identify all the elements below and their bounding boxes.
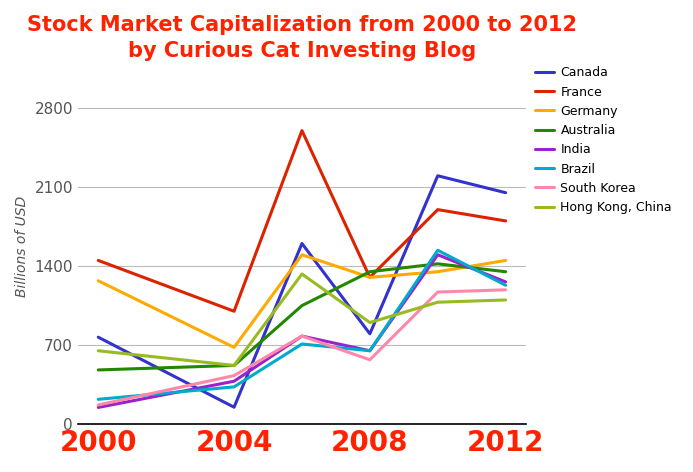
Hong Kong, China: [502, 297, 510, 303]
Brazil: [230, 384, 238, 390]
Line: Germany: Germany: [98, 255, 506, 347]
Germany: [298, 252, 306, 258]
Germany: [230, 345, 238, 350]
South Korea: [94, 402, 103, 408]
Legend: Canada, France, Germany, Australia, India, Brazil, South Korea, Hong Kong, China: Canada, France, Germany, Australia, Indi…: [530, 61, 677, 219]
Germany: [94, 278, 103, 284]
Australia: [298, 303, 306, 308]
France: [502, 218, 510, 224]
India: [230, 379, 238, 384]
France: [94, 258, 103, 263]
Title: Stock Market Capitalization from 2000 to 2012
by Curious Cat Investing Blog: Stock Market Capitalization from 2000 to…: [27, 15, 577, 61]
Canada: [298, 241, 306, 246]
South Korea: [502, 287, 510, 293]
Line: India: India: [98, 255, 506, 407]
Australia: [230, 362, 238, 368]
Canada: [366, 331, 374, 337]
Hong Kong, China: [94, 348, 103, 354]
France: [298, 128, 306, 134]
Australia: [366, 269, 374, 275]
Canada: [502, 190, 510, 195]
Germany: [502, 258, 510, 263]
Hong Kong, China: [230, 362, 238, 368]
Australia: [434, 261, 442, 267]
Line: Hong Kong, China: Hong Kong, China: [98, 274, 506, 365]
Canada: [434, 173, 442, 178]
Hong Kong, China: [298, 271, 306, 277]
India: [298, 333, 306, 339]
France: [366, 275, 374, 280]
South Korea: [298, 333, 306, 339]
Brazil: [434, 247, 442, 253]
South Korea: [366, 357, 374, 362]
India: [434, 252, 442, 258]
Line: Australia: Australia: [98, 264, 506, 370]
Canada: [230, 405, 238, 410]
Brazil: [502, 282, 510, 288]
France: [230, 308, 238, 314]
Line: France: France: [98, 131, 506, 311]
South Korea: [230, 373, 238, 379]
Hong Kong, China: [434, 299, 442, 305]
Australia: [502, 269, 510, 275]
Brazil: [366, 348, 374, 354]
Line: Brazil: Brazil: [98, 250, 506, 399]
India: [366, 348, 374, 354]
Line: South Korea: South Korea: [98, 290, 506, 405]
India: [502, 279, 510, 285]
Australia: [94, 367, 103, 373]
France: [434, 207, 442, 212]
Y-axis label: Billions of USD: Billions of USD: [15, 196, 29, 297]
Hong Kong, China: [366, 320, 374, 325]
India: [94, 405, 103, 410]
Canada: [94, 334, 103, 340]
Germany: [366, 275, 374, 280]
Germany: [434, 269, 442, 275]
Brazil: [94, 396, 103, 402]
South Korea: [434, 289, 442, 295]
Line: Canada: Canada: [98, 176, 506, 407]
Brazil: [298, 341, 306, 347]
